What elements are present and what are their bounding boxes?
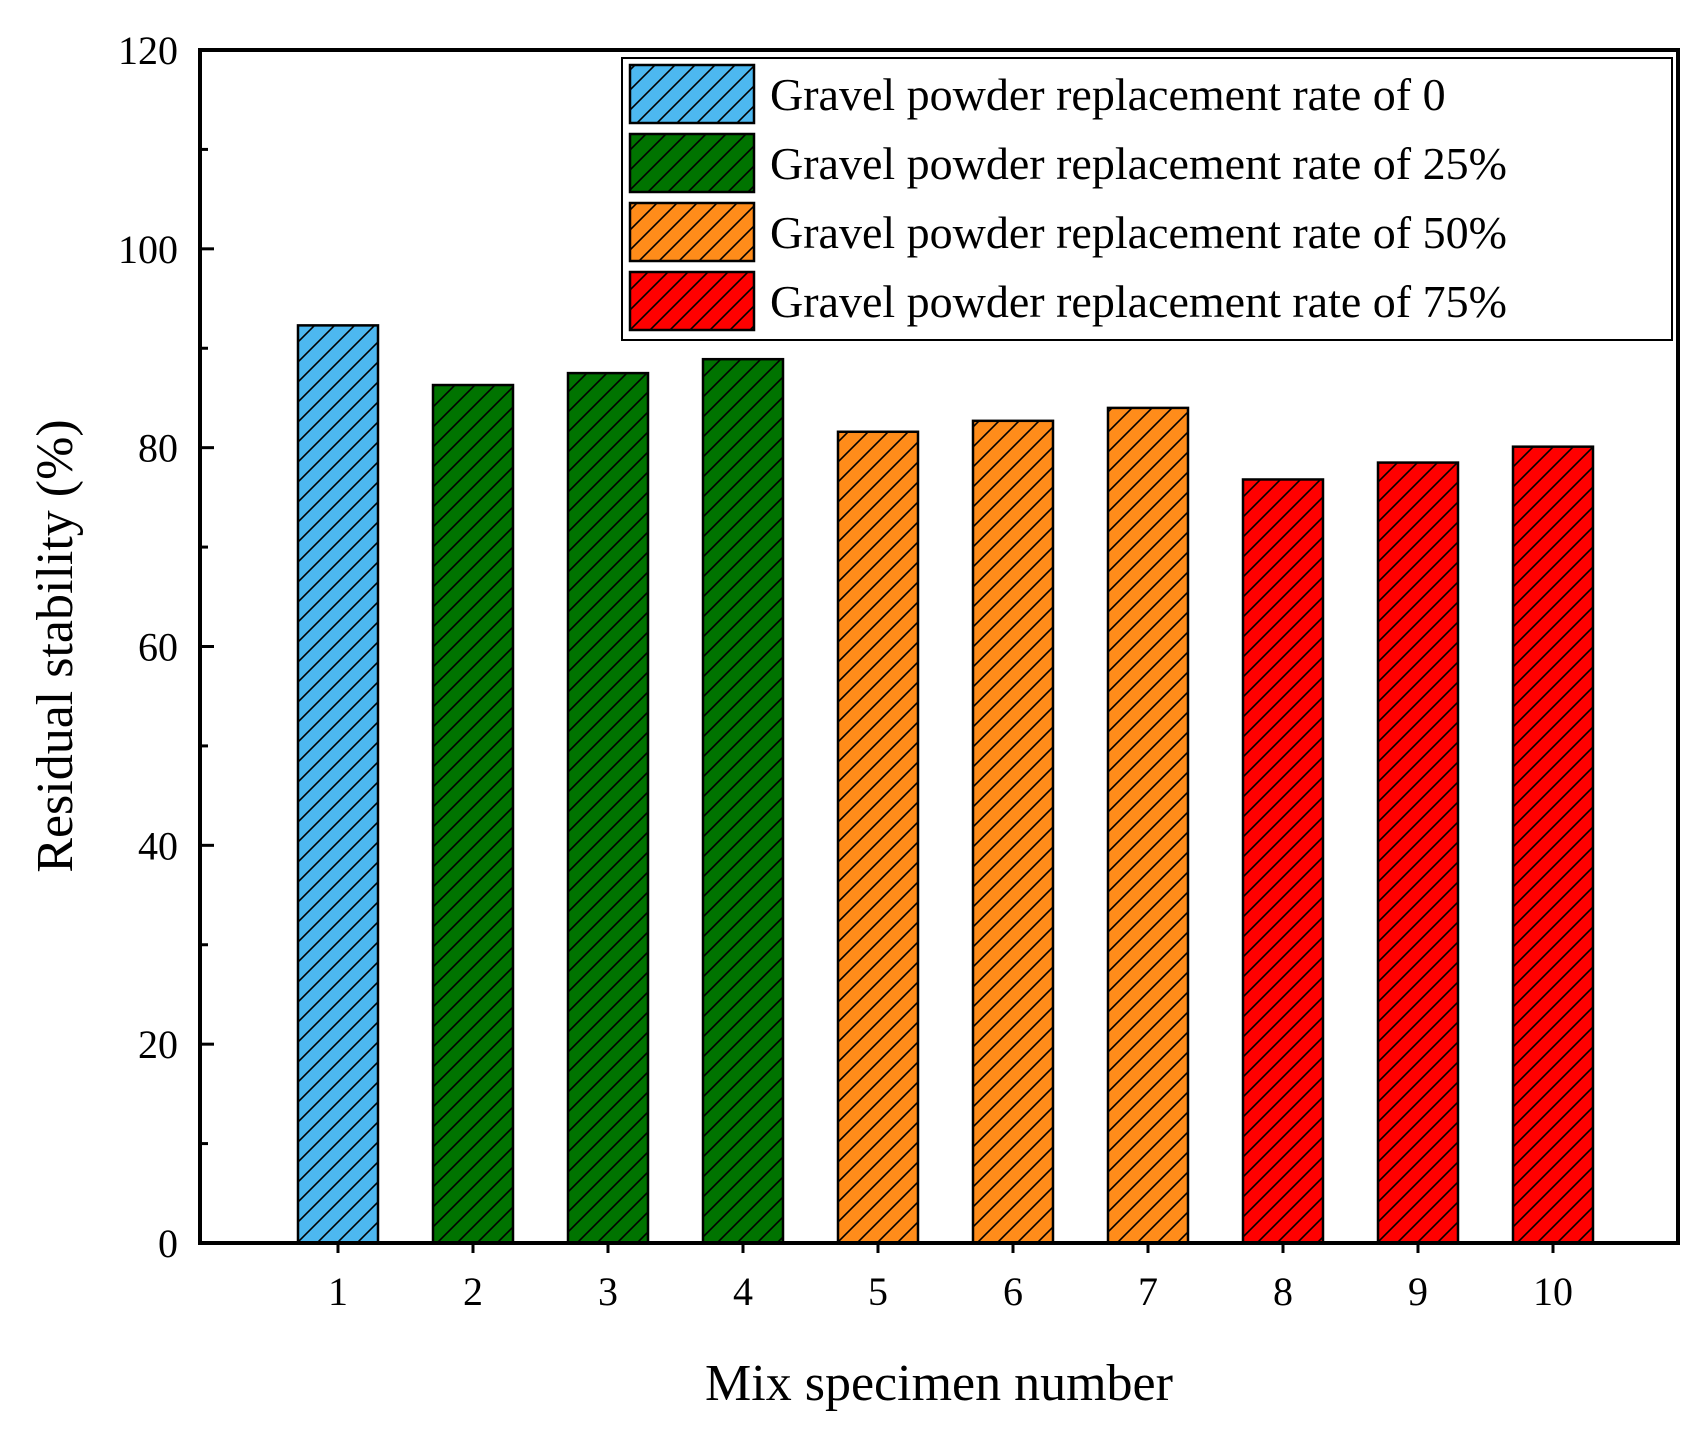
bar-3 [566,371,650,1245]
bar-1 [296,324,380,1245]
x-tick-label-4: 4 [733,1269,753,1314]
bar-5 [836,430,920,1245]
x-axis: 1 2 3 4 5 6 7 8 9 10 [328,1243,1573,1314]
legend-swatch-2 [628,201,756,263]
x-tick-label-6: 6 [1003,1269,1023,1314]
x-tick-label-5: 5 [868,1269,888,1314]
x-tick-label-10: 10 [1533,1269,1573,1314]
x-tick-label-7: 7 [1138,1269,1158,1314]
y-tick-label-80: 80 [138,426,178,471]
x-tick-label-2: 2 [463,1269,483,1314]
y-axis: 0 20 40 60 80 100 120 [118,28,214,1266]
legend-swatch-0 [628,63,756,125]
y-tick-label-60: 60 [138,625,178,670]
legend-swatch-1 [628,132,756,194]
bar-10 [1511,445,1595,1245]
x-axis-title: Mix specimen number [705,1355,1173,1412]
y-tick-label-40: 40 [138,823,178,868]
bar-6 [971,419,1055,1245]
y-tick-label-100: 100 [118,227,178,272]
x-tick-label-8: 8 [1273,1269,1293,1314]
bars-layer [296,324,1595,1245]
bar-2 [431,383,515,1245]
bar-4 [701,357,785,1245]
legend: Gravel powder replacement rate of 0 Grave… [621,57,1673,341]
y-tick-label-20: 20 [138,1022,178,1067]
legend-swatch-3 [628,270,756,332]
y-axis-title: Residual stability (%) [27,419,84,872]
legend-label-1: Gravel powder replacement rate of 25% [770,138,1507,189]
legend-label-3: Gravel powder replacement rate of 75% [770,276,1507,327]
legend-label-2: Gravel powder replacement rate of 50% [770,207,1507,258]
x-tick-label-3: 3 [598,1269,618,1314]
bar-7 [1106,406,1190,1245]
y-tick-label-120: 120 [118,28,178,73]
x-tick-label-9: 9 [1408,1269,1428,1314]
legend-frame [621,57,1673,341]
y-tick-label-0: 0 [158,1221,178,1266]
bar-9 [1376,461,1460,1245]
x-tick-label-1: 1 [328,1269,348,1314]
legend-label-0: Gravel powder replacement rate of 0 [770,69,1446,120]
bar-8 [1241,478,1325,1245]
